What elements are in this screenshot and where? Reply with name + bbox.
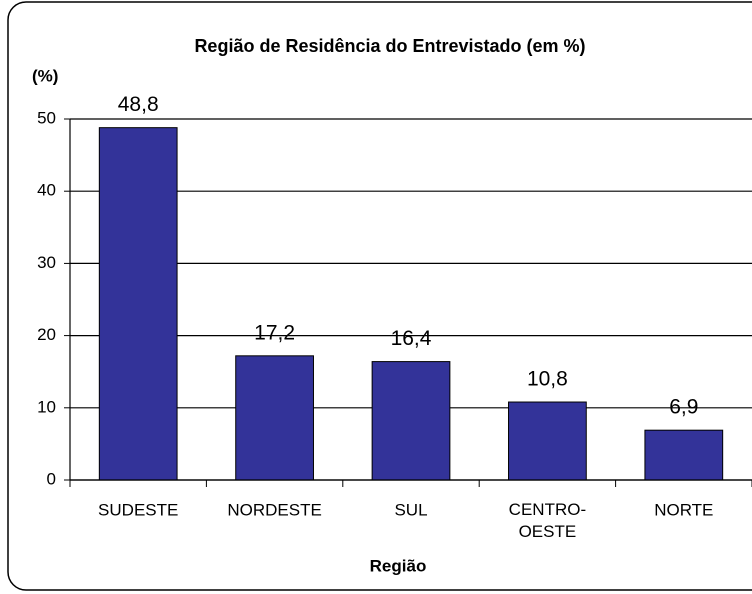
- bar: [644, 429, 724, 481]
- bar: [98, 127, 178, 481]
- y-axis-label: (%): [32, 66, 58, 85]
- value-label: 10,8: [527, 368, 568, 391]
- y-tick-label: 40: [37, 181, 56, 200]
- y-tick-label: 30: [37, 253, 56, 272]
- x-tick-label: SUL: [394, 500, 427, 519]
- bar: [508, 401, 587, 481]
- x-axis-label: Região: [370, 556, 427, 575]
- bar: [371, 361, 451, 481]
- y-tick-label: 0: [47, 469, 56, 488]
- y-tick-label: 50: [37, 108, 56, 127]
- x-tick-label: SUDESTE: [98, 500, 178, 519]
- y-tick-label: 10: [37, 397, 56, 416]
- value-label: 6,9: [669, 396, 698, 419]
- y-tick-label: 20: [37, 325, 56, 344]
- value-label: 48,8: [118, 93, 159, 116]
- x-tick-label: CENTRO-OESTE: [509, 500, 586, 541]
- chart-title: Região de Residência do Entrevistado (em…: [194, 36, 585, 56]
- x-tick-label: NORTE: [654, 500, 713, 519]
- value-label: 16,4: [391, 327, 432, 350]
- bar: [235, 355, 314, 481]
- x-tick-label: NORDESTE: [227, 500, 321, 519]
- value-label: 17,2: [254, 321, 295, 344]
